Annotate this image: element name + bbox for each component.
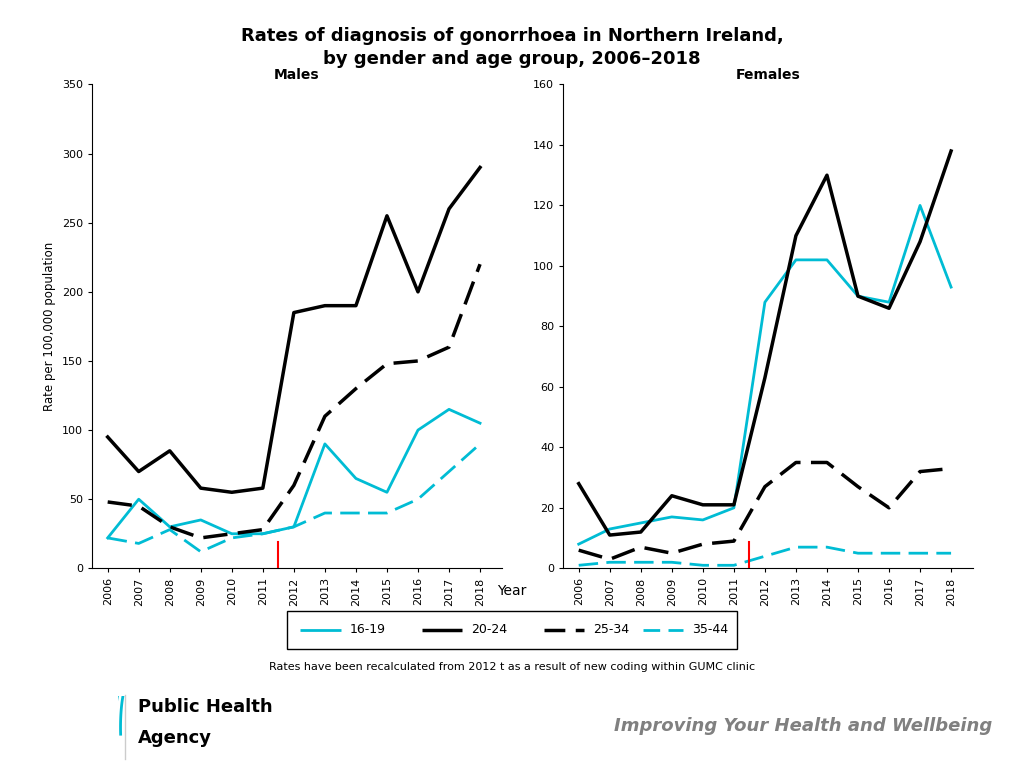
Title: Females: Females: [735, 68, 801, 82]
FancyBboxPatch shape: [287, 611, 737, 649]
Title: Males: Males: [274, 68, 319, 82]
Y-axis label: Rate per 100,000 population: Rate per 100,000 population: [43, 242, 56, 411]
Text: 25-34: 25-34: [593, 624, 629, 636]
Text: 20-24: 20-24: [471, 624, 508, 636]
Text: Rates have been recalculated from 2012 t as a result of new coding within GUMC c: Rates have been recalculated from 2012 t…: [269, 662, 755, 672]
Text: by gender and age group, 2006–2018: by gender and age group, 2006–2018: [324, 50, 700, 68]
Text: 16-19: 16-19: [350, 624, 386, 636]
Text: Agency: Agency: [138, 730, 212, 747]
Text: ): ): [58, 736, 67, 756]
Text: Rates of diagnosis of gonorrhoea in Northern Ireland,: Rates of diagnosis of gonorrhoea in Nort…: [241, 27, 783, 45]
Text: Improving Your Health and Wellbeing: Improving Your Health and Wellbeing: [614, 717, 992, 735]
Text: 35-44: 35-44: [692, 624, 728, 636]
Text: ): ): [78, 734, 88, 763]
Text: Public Health: Public Health: [138, 698, 272, 716]
Text: Year: Year: [498, 584, 526, 598]
Text: HSC: HSC: [61, 710, 97, 726]
